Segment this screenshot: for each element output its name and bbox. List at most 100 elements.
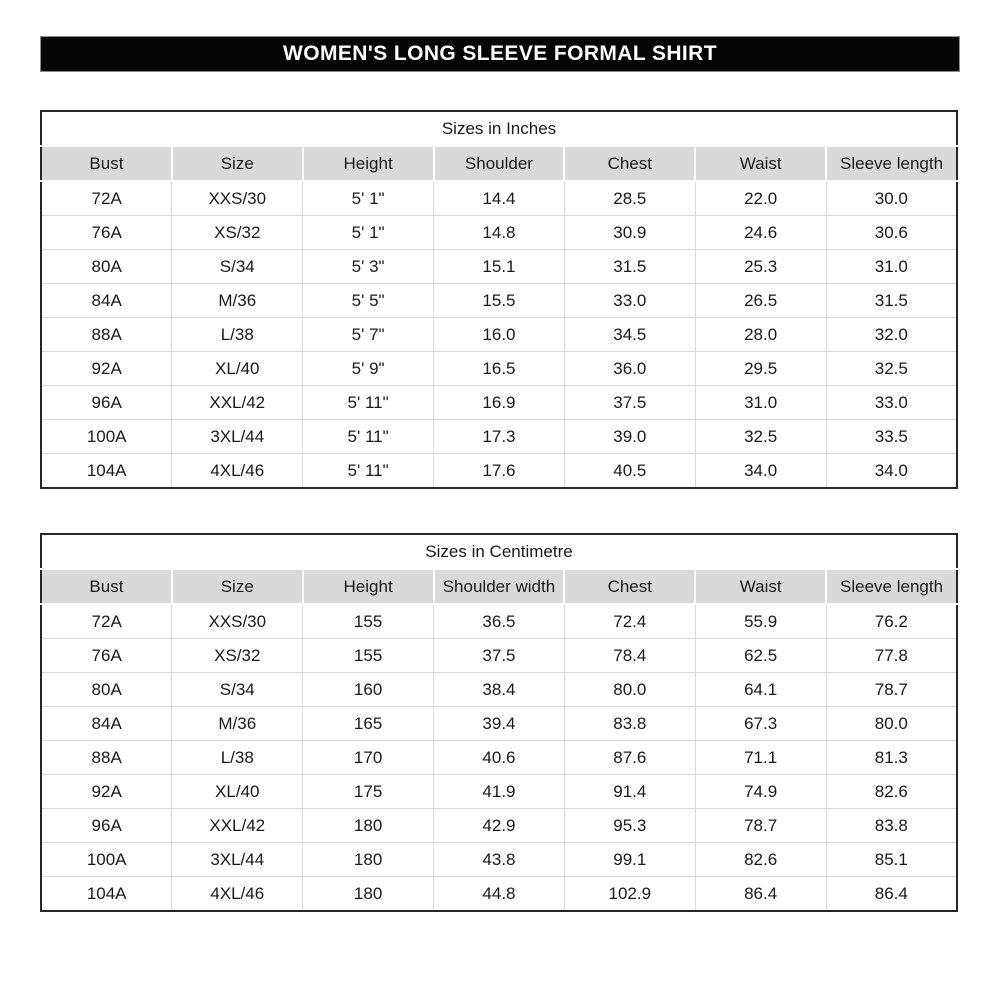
table-cell: 38.4 [433, 672, 565, 707]
table-cell: 92A [40, 774, 173, 809]
table-cell: 84A [40, 706, 173, 741]
table-row: 100A 3XL/44 180 43.8 99.1 82.6 85.1 [40, 842, 958, 877]
table-body: 72A XXS/30 155 36.5 72.4 55.9 76.2 76A XS/32 155 3… [40, 603, 958, 912]
table-title: Sizes in Inches [41, 111, 957, 147]
table-cell: 80.0 [825, 706, 958, 741]
table-cell: 74.9 [694, 774, 827, 809]
column-header: Chest [563, 569, 696, 605]
table-cell: 32.0 [825, 317, 958, 352]
table-cell: 16.5 [433, 351, 565, 386]
table-cell: 77.8 [825, 638, 958, 673]
column-header-row: Bust Size Height Shoulder Chest Waist Sleeve l… [41, 146, 957, 182]
column-header: Size [170, 569, 303, 605]
table-cell: 5' 7" [302, 317, 435, 352]
table-cell: 86.4 [825, 876, 958, 912]
table-cell: XXL/42 [171, 385, 304, 420]
table-cell: XL/40 [171, 774, 304, 809]
table-cell: 82.6 [694, 842, 827, 877]
table-cell: 36.0 [563, 351, 696, 386]
table-cell: XS/32 [171, 638, 304, 673]
table-cell: L/38 [171, 740, 304, 775]
table-row: 84A M/36 165 39.4 83.8 67.3 80.0 [40, 706, 958, 741]
table-cell: 17.6 [433, 453, 565, 489]
table-cell: 40.6 [433, 740, 565, 775]
column-header: Waist [694, 146, 827, 182]
table-cell: 26.5 [694, 283, 827, 318]
page-title: WOMEN'S LONG SLEEVE FORMAL SHIRT [40, 36, 960, 72]
table-title-row: Sizes in Centimetre [41, 534, 957, 570]
table-cell: M/36 [171, 283, 304, 318]
table-cell: 80.0 [563, 672, 696, 707]
table-cell: 102.9 [563, 876, 696, 912]
table-cell: 37.5 [563, 385, 696, 420]
table-row: 80A S/34 5' 3" 15.1 31.5 25.3 31.0 [40, 249, 958, 284]
table-cell: 37.5 [433, 638, 565, 673]
table-cell: XXL/42 [171, 808, 304, 843]
table-cell: 175 [302, 774, 435, 809]
column-header: Bust [41, 146, 172, 182]
table-cell: 84A [40, 283, 173, 318]
table-cell: 76.2 [825, 603, 958, 639]
table-cell: 36.5 [433, 603, 565, 639]
table-cell: 83.8 [825, 808, 958, 843]
table-cell: 5' 9" [302, 351, 435, 386]
table-cell: 16.9 [433, 385, 565, 420]
table-cell: 155 [302, 603, 435, 639]
table-cell: 100A [40, 842, 173, 877]
table-cell: 92A [40, 351, 173, 386]
table-cell: 29.5 [694, 351, 827, 386]
column-header: Sleeve length [825, 569, 957, 605]
table-cell: 5' 11" [302, 419, 435, 454]
table-cell: 14.4 [433, 180, 565, 216]
table-cell: 78.7 [825, 672, 958, 707]
column-header: Waist [694, 569, 827, 605]
table-cell: 32.5 [694, 419, 827, 454]
table-cell: 43.8 [433, 842, 565, 877]
table-cell: 15.1 [433, 249, 565, 284]
column-header: Height [301, 146, 434, 182]
table-cell: XS/32 [171, 215, 304, 250]
table-cell: 72.4 [563, 603, 696, 639]
table-cell: 34.0 [694, 453, 827, 489]
table-cell: 31.0 [825, 249, 958, 284]
table-cell: 85.1 [825, 842, 958, 877]
table-title: Sizes in Centimetre [41, 534, 957, 570]
table-cell: 14.8 [433, 215, 565, 250]
table-cell: 76A [40, 215, 173, 250]
table-cell: 16.0 [433, 317, 565, 352]
table-cell: 22.0 [694, 180, 827, 216]
table-cell: 72A [40, 180, 173, 216]
table-cell: 88A [40, 740, 173, 775]
table-cell: 30.6 [825, 215, 958, 250]
table-row: 72A XXS/30 5' 1" 14.4 28.5 22.0 30.0 [40, 180, 958, 216]
column-header-row: Bust Size Height Shoulder width Chest Waist Sl… [41, 569, 957, 605]
table-cell: 104A [40, 453, 173, 489]
table-cell: 5' 1" [302, 215, 435, 250]
column-header: Height [301, 569, 434, 605]
table-cell: 31.0 [694, 385, 827, 420]
table-cell: 30.9 [563, 215, 696, 250]
table-cell: 33.0 [825, 385, 958, 420]
table-cell: 155 [302, 638, 435, 673]
table-cell: 81.3 [825, 740, 958, 775]
column-header: Shoulder [432, 146, 565, 182]
table-cell: 34.5 [563, 317, 696, 352]
table-row: 88A L/38 5' 7" 16.0 34.5 28.0 32.0 [40, 317, 958, 352]
table-cell: 62.5 [694, 638, 827, 673]
table-row: 80A S/34 160 38.4 80.0 64.1 78.7 [40, 672, 958, 707]
column-header: Bust [41, 569, 172, 605]
table-cell: 64.1 [694, 672, 827, 707]
table-cell: 28.5 [563, 180, 696, 216]
table-cell: 31.5 [563, 249, 696, 284]
table-cell: 91.4 [563, 774, 696, 809]
table-cell: 3XL/44 [171, 842, 304, 877]
table-row: 96A XXL/42 180 42.9 95.3 78.7 83.8 [40, 808, 958, 843]
column-header: Sleeve length [825, 146, 957, 182]
column-header: Chest [563, 146, 696, 182]
table-cell: 5' 5" [302, 283, 435, 318]
table-cell: 42.9 [433, 808, 565, 843]
table-title-row: Sizes in Inches [41, 111, 957, 147]
table-cell: 96A [40, 808, 173, 843]
table-cell: 4XL/46 [171, 876, 304, 912]
